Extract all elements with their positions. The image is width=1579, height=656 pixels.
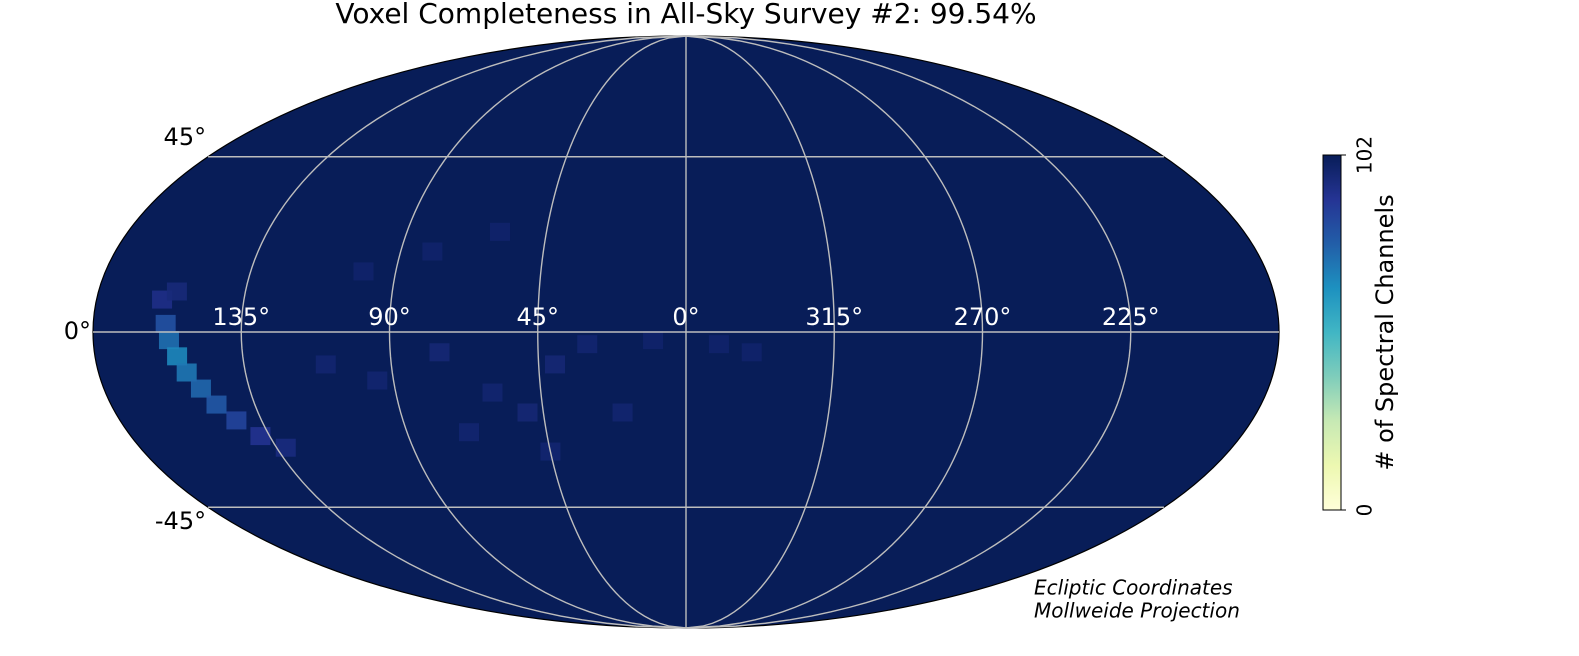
x-tick-label: 315° xyxy=(805,303,863,331)
data-tile xyxy=(167,347,188,366)
y-tick-label: -45° xyxy=(155,507,206,535)
annotation: Mollweide Projection xyxy=(1034,599,1240,623)
data-tile xyxy=(545,355,566,374)
data-tile xyxy=(155,314,176,333)
data-tile xyxy=(482,383,503,402)
data-tile xyxy=(176,363,197,382)
x-tick-label: 90° xyxy=(368,303,411,331)
data-tile xyxy=(190,379,211,398)
annotation: Ecliptic Coordinates xyxy=(1034,576,1233,600)
data-tile xyxy=(367,371,388,390)
x-tick-label: 225° xyxy=(1102,303,1160,331)
chart-title: Voxel Completeness in All-Sky Survey #2:… xyxy=(335,0,1036,30)
data-tile xyxy=(577,335,598,354)
y-tick-label: 0° xyxy=(64,317,91,345)
data-tile xyxy=(250,427,271,446)
data-tile xyxy=(422,242,443,261)
y-tick-label: 45° xyxy=(164,123,207,151)
x-tick-label: 135° xyxy=(212,303,270,331)
colorbar-label: # of Spectral Channels xyxy=(1371,194,1399,470)
x-tick-label: 0° xyxy=(672,303,699,331)
data-tile xyxy=(708,335,729,354)
data-tile xyxy=(315,355,336,374)
data-tile xyxy=(490,222,511,241)
data-tile xyxy=(612,403,633,422)
data-tile xyxy=(226,411,247,430)
x-tick-label: 270° xyxy=(954,303,1012,331)
colorbar xyxy=(1322,154,1342,511)
data-tile xyxy=(275,438,296,457)
data-tile xyxy=(643,331,664,350)
data-tile xyxy=(166,282,187,301)
colorbar-tick-label: 102 xyxy=(1353,136,1377,174)
data-tile xyxy=(741,343,762,362)
data-tile xyxy=(429,343,450,362)
colorbar-tick-label: 0 xyxy=(1353,504,1377,517)
x-tick-label: 45° xyxy=(516,303,559,331)
data-tile xyxy=(206,395,227,414)
data-tile xyxy=(158,331,179,350)
data-tile xyxy=(459,423,480,442)
data-tile xyxy=(353,262,374,281)
data-tile xyxy=(517,403,538,422)
